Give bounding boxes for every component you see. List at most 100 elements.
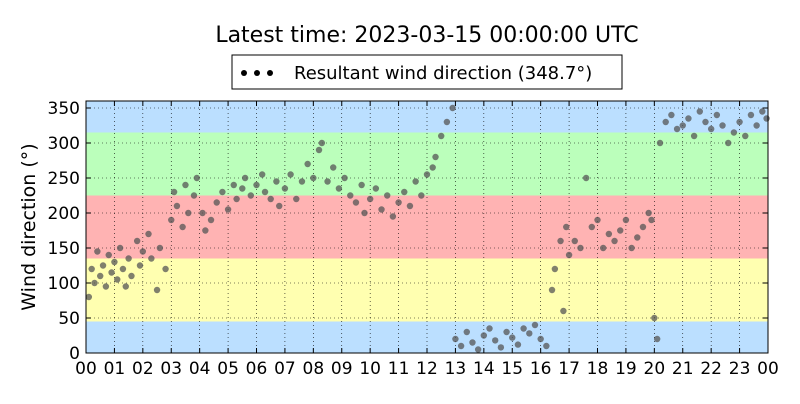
data-point	[707, 125, 715, 133]
data-point	[651, 314, 658, 322]
data-point	[125, 255, 132, 262]
direction-bands	[86, 101, 768, 353]
data-point	[759, 108, 766, 115]
data-point	[395, 199, 402, 206]
x-tick-label: 00	[757, 359, 779, 379]
data-point	[156, 244, 164, 252]
data-point	[341, 174, 348, 182]
data-point	[335, 185, 343, 192]
y-tick-label: 250	[48, 169, 80, 189]
data-point	[713, 111, 721, 119]
x-tick-label: 11	[388, 359, 410, 379]
data-point	[310, 174, 317, 182]
x-tick-label: 03	[160, 359, 182, 379]
data-point	[582, 174, 590, 182]
data-point	[276, 202, 283, 210]
legend-box	[231, 54, 623, 90]
x-tick-label: 07	[274, 359, 296, 379]
x-tick-label: 01	[104, 359, 126, 379]
data-point	[213, 199, 220, 206]
x-tick-label: 06	[246, 359, 268, 379]
x-tick-label: 17	[558, 359, 580, 379]
data-point	[452, 335, 459, 343]
data-point	[330, 164, 337, 171]
data-point	[438, 132, 445, 140]
y-tick-label: 100	[48, 274, 80, 294]
data-point	[531, 321, 539, 329]
data-point	[91, 279, 98, 287]
data-point	[281, 185, 289, 192]
data-point	[347, 192, 354, 199]
x-tick-label: 19	[615, 359, 637, 379]
data-point	[88, 265, 95, 273]
data-point	[668, 111, 675, 119]
data-point	[702, 118, 709, 126]
x-tick-label: 05	[217, 359, 239, 379]
data-point	[102, 283, 110, 290]
data-point	[324, 178, 331, 185]
data-point	[105, 251, 112, 259]
data-point	[128, 272, 135, 280]
x-tick-label: 08	[303, 359, 325, 379]
data-point	[673, 125, 681, 133]
data-point	[401, 188, 408, 196]
data-point	[617, 227, 624, 234]
data-point	[315, 146, 323, 154]
data-point	[548, 286, 556, 294]
data-point	[537, 335, 544, 343]
direction-band	[86, 101, 768, 133]
data-point	[526, 330, 533, 337]
data-point	[352, 199, 360, 206]
data-point	[492, 337, 499, 344]
data-point	[389, 213, 397, 220]
data-point	[486, 325, 493, 332]
y-tick-label: 350	[48, 99, 80, 119]
data-point	[193, 174, 201, 182]
data-point	[168, 216, 175, 224]
data-point	[418, 192, 425, 199]
x-tick-label: 20	[644, 359, 666, 379]
y-tick-label: 300	[48, 134, 80, 154]
data-point	[588, 223, 596, 231]
x-tick-label: 10	[359, 359, 381, 379]
data-point	[145, 230, 152, 238]
data-point	[594, 216, 601, 224]
data-point	[148, 255, 155, 262]
data-point	[514, 341, 522, 348]
data-point	[108, 269, 115, 276]
data-point	[719, 122, 726, 129]
legend-marker	[241, 70, 273, 76]
x-tick-label: 13	[445, 359, 467, 379]
data-point	[173, 202, 181, 210]
data-point	[318, 139, 326, 147]
data-point	[747, 111, 755, 119]
data-point	[202, 227, 209, 234]
data-point	[429, 164, 436, 171]
data-point	[207, 216, 215, 224]
y-axis-ticks: 0 50 100 150 200 250 300 350	[48, 99, 768, 364]
x-tick-label: 00	[75, 359, 97, 379]
data-point	[565, 251, 573, 259]
data-point	[273, 178, 280, 185]
data-point	[219, 188, 226, 196]
data-point	[622, 216, 630, 224]
data-point	[185, 209, 192, 217]
data-point	[551, 265, 559, 273]
data-point	[258, 171, 266, 178]
x-tick-label: 14	[473, 359, 495, 379]
data-point	[480, 332, 488, 339]
data-point	[648, 216, 655, 224]
data-point	[656, 139, 664, 147]
data-point	[685, 115, 692, 122]
data-point	[690, 132, 698, 140]
data-points	[85, 104, 770, 353]
x-tick-label: 18	[587, 359, 609, 379]
data-point	[662, 118, 669, 126]
data-point	[763, 115, 770, 122]
data-point	[230, 181, 237, 189]
data-point	[443, 118, 451, 126]
data-point	[85, 293, 93, 301]
data-point	[162, 265, 169, 273]
x-tick-label: 21	[672, 359, 694, 379]
